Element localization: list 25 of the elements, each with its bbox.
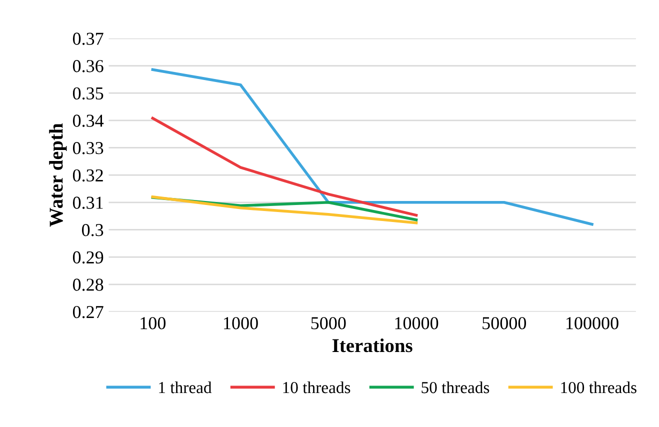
line-series (151, 68, 594, 226)
legend-label: 10 threads (283, 381, 350, 394)
y-tick-label: 0.31 (72, 196, 103, 209)
x-tick-label: 50000 (482, 317, 526, 330)
y-axis-title: Water depth (49, 123, 67, 227)
legend-label: 100 threads (561, 381, 636, 394)
y-tick-label: 0.32 (72, 169, 103, 182)
legend-label: 1 thread (159, 381, 212, 394)
x-tick-label: 100 (140, 317, 166, 330)
x-tick-label: 1000 (224, 317, 258, 330)
y-tick-label: 0.33 (72, 142, 104, 154)
x-tick-label: 10000 (395, 317, 438, 330)
y-tick-label: 0.35 (72, 87, 104, 100)
y-tick-label: 0.34 (72, 114, 104, 127)
x-tick-label: 100000 (566, 317, 618, 330)
legend-label: 50 threads (422, 381, 490, 394)
y-tick-label: 0.27 (72, 306, 104, 318)
y-tick-label: 0.3 (82, 224, 104, 236)
y-tick-label: 0.28 (72, 278, 104, 291)
y-tick-label: 0.37 (72, 32, 104, 45)
line-series (151, 116, 418, 217)
y-tick-label: 0.36 (72, 60, 104, 72)
y-tick-label: 0.29 (72, 251, 104, 264)
x-axis-title: Iterations (332, 338, 412, 352)
x-tick-label: 5000 (311, 317, 346, 330)
